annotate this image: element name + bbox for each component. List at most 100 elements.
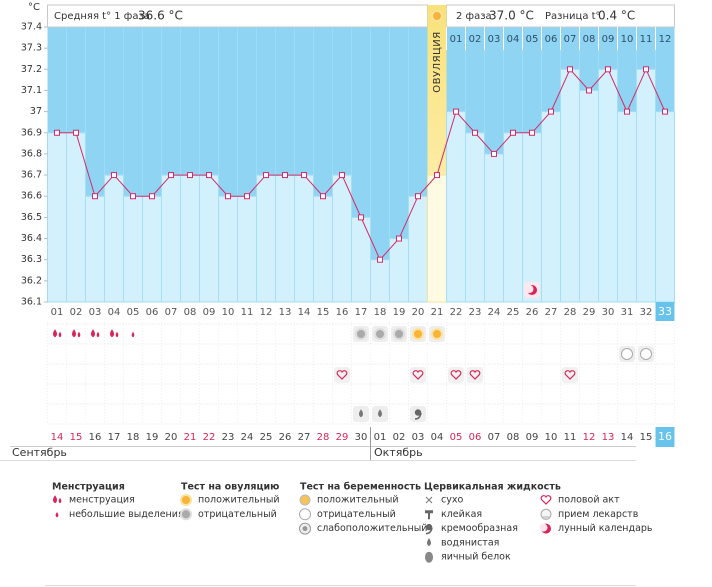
icon-drop [115, 331, 119, 338]
date: 20 [165, 432, 178, 443]
icon-creamy [414, 412, 422, 420]
icon-drop [55, 512, 59, 518]
bar [47, 132, 67, 303]
bar [256, 174, 276, 303]
icon-drop [110, 329, 114, 338]
legend-item: отрицательный [198, 509, 277, 520]
cycle-day: 30 [602, 307, 615, 318]
date: 25 [260, 432, 273, 443]
bar [85, 195, 105, 303]
icon-drop [53, 329, 57, 338]
cycle-day: 27 [545, 307, 558, 318]
cycle-day: 31 [621, 307, 634, 318]
cycle-day: 03 [89, 307, 102, 318]
icon-test-negative [374, 328, 386, 340]
phase2-day: 07 [564, 34, 577, 45]
cycle-day: 23 [469, 307, 482, 318]
phase2-day: 09 [602, 34, 615, 45]
legend-item: клейкая [441, 509, 482, 520]
bar [446, 111, 466, 303]
icon-heart [412, 370, 424, 380]
date: 16 [89, 432, 102, 443]
icon-test-positive [431, 10, 443, 22]
bar [598, 68, 618, 303]
point [624, 108, 630, 115]
phase1-value: 36.6 °C [138, 9, 183, 23]
y-tick-label: 36.6 [21, 191, 42, 202]
cycle-day: 19 [393, 307, 406, 318]
cycle-day: 04 [108, 307, 121, 318]
point [472, 129, 478, 136]
legend-item: сухо [441, 495, 463, 506]
phase2-day: 12 [659, 34, 672, 45]
point [244, 193, 250, 200]
point [92, 193, 98, 200]
cycle-day: 18 [374, 307, 387, 318]
cycle-day: 01 [51, 307, 64, 318]
icon-preg-weak [302, 526, 308, 532]
bar [370, 259, 390, 303]
legend-item: положительный [317, 495, 399, 506]
phase2-day: 11 [640, 34, 653, 45]
point [54, 129, 60, 136]
point [187, 172, 193, 179]
point [73, 129, 79, 136]
icon-sticky [425, 510, 433, 520]
icon-preg-negative [299, 508, 311, 521]
point [434, 172, 440, 179]
icon-test-positive [412, 328, 424, 340]
legend-item: кремообразная [441, 523, 518, 534]
cycle-day: 20 [412, 307, 425, 318]
cycle-day: 13 [279, 307, 292, 318]
date: 12 [583, 432, 596, 443]
point [301, 172, 307, 179]
date: 15 [70, 432, 83, 443]
phase2-day: 05 [526, 34, 539, 45]
point [377, 256, 383, 263]
cycle-day: 08 [184, 307, 197, 318]
y-tick-label: 36.9 [21, 127, 42, 138]
point [529, 129, 535, 136]
legend-item: прием лекарств [558, 509, 639, 520]
date: 18 [127, 432, 140, 443]
point [662, 108, 668, 115]
icon-drop [91, 329, 95, 338]
y-tick-label: 37.4 [21, 22, 42, 33]
point [111, 172, 117, 179]
icon-drop [58, 497, 62, 504]
date: 11 [564, 432, 577, 443]
bar [275, 174, 295, 303]
bar [351, 216, 371, 303]
icon-heart [469, 370, 481, 380]
y-tick-label: 36.3 [21, 254, 42, 265]
phase2-day: 01 [450, 34, 463, 45]
cycle-day: 10 [222, 307, 235, 318]
bar [484, 153, 504, 303]
legend-title: Тест на беременность [300, 482, 421, 493]
bar [503, 132, 523, 303]
date: 06 [469, 432, 482, 443]
point [149, 193, 155, 200]
icon-drop [72, 329, 76, 338]
phase2-day: 08 [583, 34, 596, 45]
y-tick-label: 37 [30, 106, 42, 117]
icon-drop [378, 409, 382, 418]
point [510, 129, 516, 136]
point [225, 193, 231, 200]
bar [579, 89, 599, 303]
legend-item: половой акт [558, 495, 620, 506]
current-day [655, 302, 675, 321]
date: 22 [203, 432, 216, 443]
date: 04 [431, 432, 444, 443]
icon-cell [334, 367, 350, 383]
date: 26 [279, 432, 292, 443]
bar [522, 132, 542, 303]
date: 02 [393, 432, 406, 443]
bar [427, 174, 447, 303]
cycle-day: 12 [260, 307, 273, 318]
bar [104, 174, 124, 303]
date: 10 [545, 432, 558, 443]
point [320, 193, 326, 200]
bar [617, 111, 637, 303]
